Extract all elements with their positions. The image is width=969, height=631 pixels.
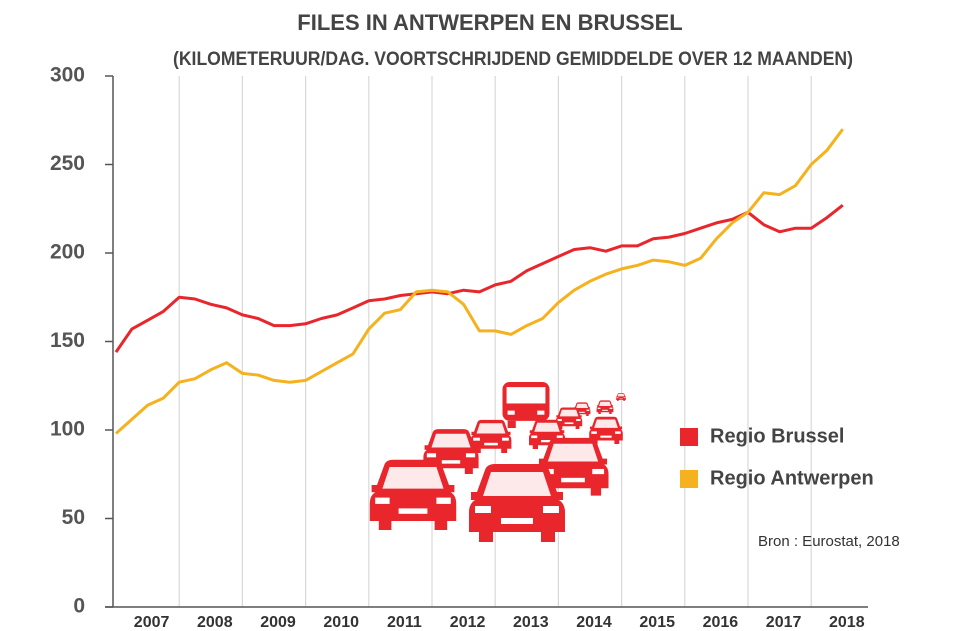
x-tick-label: 2017 [766, 614, 802, 631]
legend-label: Regio Antwerpen [710, 467, 874, 489]
y-tick-label: 50 [62, 506, 85, 529]
chart-title: FILES IN ANTWERPEN EN BRUSSEL [297, 10, 682, 35]
x-tick-label: 2013 [513, 614, 549, 631]
y-tick-label: 150 [50, 329, 85, 352]
y-tick-label: 300 [50, 64, 85, 87]
x-tick-label: 2008 [197, 614, 233, 631]
legend-swatch [680, 428, 698, 446]
x-tick-label: 2007 [134, 614, 170, 631]
x-tick-label: 2018 [829, 614, 865, 631]
x-tick-label: 2011 [387, 614, 422, 631]
series-line [116, 129, 843, 433]
y-tick-label: 200 [50, 241, 85, 264]
source-note: Bron : Eurostat, 2018 [758, 533, 900, 550]
y-tick-label: 0 [73, 595, 85, 618]
chart: 0 50 100 150 200 250 300 2007 2008 2009 2010 2011 20… [0, 0, 969, 631]
x-tick-label: 2015 [639, 614, 675, 631]
traffic-illustration [370, 382, 626, 542]
x-tick-label: 2014 [576, 614, 612, 631]
x-tick-label: 2012 [450, 614, 486, 631]
x-tick-label: 2010 [323, 614, 359, 631]
y-tick-label: 250 [50, 152, 85, 175]
x-tick-label: 2016 [703, 614, 739, 631]
plot: 0 50 100 150 200 250 300 2007 2008 2009 2010 2011 20… [50, 64, 874, 631]
chart-subtitle: (KILOMETERUUR/DAG. VOORTSCHRIJDEND GEMID… [173, 49, 853, 70]
legend-swatch [680, 470, 698, 488]
x-tick-label: 2009 [260, 614, 296, 631]
y-tick-label: 100 [50, 418, 85, 441]
legend-label: Regio Brussel [710, 425, 844, 447]
